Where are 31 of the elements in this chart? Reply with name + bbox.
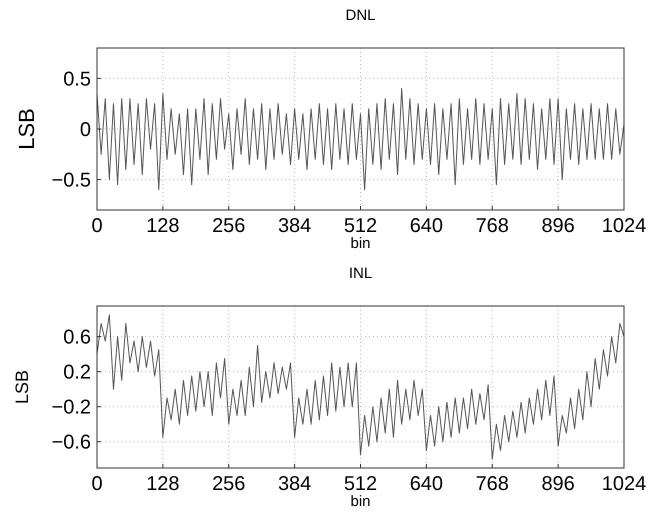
line-series: [97, 314, 624, 460]
chart-title: DNL: [345, 7, 376, 24]
y-axis-title: LSB: [12, 370, 32, 404]
x-axis-title: bin: [350, 493, 371, 510]
y-tick-label: −0.2: [52, 396, 91, 419]
x-tick-label: 640: [410, 473, 444, 495]
x-tick-label: 512: [344, 473, 378, 495]
line-series: [97, 88, 624, 190]
chart-title: INL: [348, 265, 372, 282]
x-tick-label: 256: [212, 473, 246, 495]
x-tick-label: 512: [344, 215, 378, 237]
y-tick-label: 0.6: [63, 326, 91, 349]
x-tick-label: 128: [146, 215, 180, 237]
x-tick-label: 128: [146, 473, 180, 495]
y-tick-label: 0.2: [63, 362, 91, 384]
x-tick-label: 256: [212, 215, 246, 237]
y-tick-label: 0.5: [63, 68, 91, 90]
x-tick-label: 384: [278, 473, 312, 495]
x-axis-title: bin: [350, 235, 371, 252]
y-tick-label: 0: [80, 119, 91, 141]
y-axis-title: LSB: [14, 108, 39, 150]
x-tick-label: 640: [410, 215, 444, 237]
y-tick-label: −0.6: [52, 432, 91, 454]
x-tick-label: 384: [278, 215, 312, 237]
x-tick-label: 768: [476, 473, 509, 495]
y-tick-label: −0.5: [52, 170, 91, 192]
x-tick-label: 1024: [602, 473, 646, 495]
x-tick-label: 1024: [602, 215, 646, 237]
x-tick-label: 768: [476, 215, 509, 237]
x-tick-label: 896: [541, 473, 575, 495]
x-tick-label: 896: [541, 215, 575, 237]
